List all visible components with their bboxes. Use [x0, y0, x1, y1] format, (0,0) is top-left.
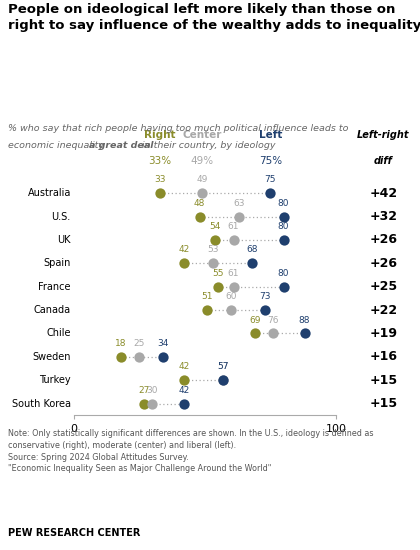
Text: 75%: 75%: [259, 156, 282, 166]
Text: +32: +32: [369, 210, 397, 223]
Text: 33%: 33%: [149, 156, 172, 166]
Text: Chile: Chile: [46, 328, 71, 338]
Point: [199, 189, 205, 197]
Text: France: France: [38, 282, 71, 292]
Text: +16: +16: [369, 350, 397, 364]
Text: 57: 57: [218, 362, 229, 371]
Text: +42: +42: [369, 186, 397, 200]
Text: South Korea: South Korea: [12, 399, 71, 409]
Text: Canada: Canada: [34, 305, 71, 315]
Text: % who say that rich people having too much political influence leads to: % who say that rich people having too mu…: [8, 124, 349, 133]
Text: 34: 34: [157, 339, 168, 348]
Text: diff: diff: [374, 156, 393, 166]
Text: People on ideological left more likely than those on
right to say influence of t: People on ideological left more likely t…: [8, 3, 420, 32]
Point: [118, 353, 124, 361]
Point: [160, 353, 166, 361]
Text: 55: 55: [212, 269, 223, 278]
Point: [181, 376, 187, 384]
Text: 61: 61: [228, 222, 239, 231]
Text: 48: 48: [194, 199, 205, 208]
Text: +22: +22: [369, 304, 397, 317]
Text: 51: 51: [202, 292, 213, 301]
Text: 88: 88: [299, 316, 310, 324]
Text: 27: 27: [139, 386, 150, 395]
Text: 80: 80: [278, 269, 289, 278]
Text: 42: 42: [178, 245, 189, 255]
Text: +19: +19: [369, 327, 397, 340]
Point: [280, 212, 287, 221]
Text: 63: 63: [233, 199, 244, 208]
Text: economic inequality: economic inequality: [8, 141, 108, 150]
Point: [228, 306, 234, 315]
Point: [262, 306, 268, 315]
Text: 33: 33: [155, 175, 166, 184]
Text: 49%: 49%: [191, 156, 214, 166]
Text: Left-right: Left-right: [357, 130, 410, 140]
Text: +15: +15: [369, 373, 397, 387]
Point: [251, 329, 258, 338]
Text: 75: 75: [265, 175, 276, 184]
Point: [220, 376, 226, 384]
Point: [215, 282, 221, 291]
Text: 80: 80: [278, 222, 289, 231]
Text: 54: 54: [210, 222, 221, 231]
Point: [196, 212, 203, 221]
Text: 49: 49: [197, 175, 208, 184]
Text: a great deal: a great deal: [89, 141, 154, 150]
Text: 42: 42: [178, 386, 189, 395]
Point: [136, 353, 142, 361]
Point: [280, 282, 287, 291]
Point: [230, 282, 237, 291]
Text: PEW RESEARCH CENTER: PEW RESEARCH CENTER: [8, 528, 141, 538]
Point: [181, 399, 187, 408]
Point: [212, 235, 219, 244]
Text: U.S.: U.S.: [52, 212, 71, 222]
Text: Spain: Spain: [44, 258, 71, 268]
Text: Australia: Australia: [27, 188, 71, 198]
Point: [236, 212, 242, 221]
Text: 80: 80: [278, 199, 289, 208]
Text: 76: 76: [267, 316, 279, 324]
Point: [267, 189, 274, 197]
Text: 18: 18: [115, 339, 126, 348]
Text: 42: 42: [178, 362, 189, 371]
Text: 30: 30: [147, 386, 158, 395]
Point: [149, 399, 156, 408]
Text: 25: 25: [134, 339, 145, 348]
Point: [220, 376, 226, 384]
Text: Right: Right: [144, 130, 176, 140]
Text: 73: 73: [260, 292, 271, 301]
Point: [280, 235, 287, 244]
Text: 61: 61: [228, 269, 239, 278]
Point: [204, 306, 211, 315]
Text: Sweden: Sweden: [32, 352, 71, 362]
Point: [301, 329, 308, 338]
Text: +25: +25: [369, 280, 397, 293]
Point: [230, 235, 237, 244]
Text: Turkey: Turkey: [39, 375, 71, 385]
Point: [141, 399, 148, 408]
Text: +26: +26: [369, 257, 397, 270]
Text: 60: 60: [225, 292, 237, 301]
Point: [270, 329, 276, 338]
Text: Note: Only statistically significant differences are shown. In the U.S., ideolog: Note: Only statistically significant dif…: [8, 429, 374, 474]
Text: +26: +26: [369, 233, 397, 246]
Point: [181, 259, 187, 268]
Text: UK: UK: [58, 235, 71, 245]
Text: 68: 68: [246, 245, 258, 255]
Text: Left: Left: [259, 130, 282, 140]
Text: 53: 53: [207, 245, 218, 255]
Point: [249, 259, 255, 268]
Text: 69: 69: [249, 316, 260, 324]
Text: Center: Center: [182, 130, 222, 140]
Point: [157, 189, 163, 197]
Text: in their country, by ideology: in their country, by ideology: [139, 141, 275, 150]
Text: +15: +15: [369, 397, 397, 410]
Point: [209, 259, 216, 268]
Text: 57: 57: [218, 362, 229, 371]
